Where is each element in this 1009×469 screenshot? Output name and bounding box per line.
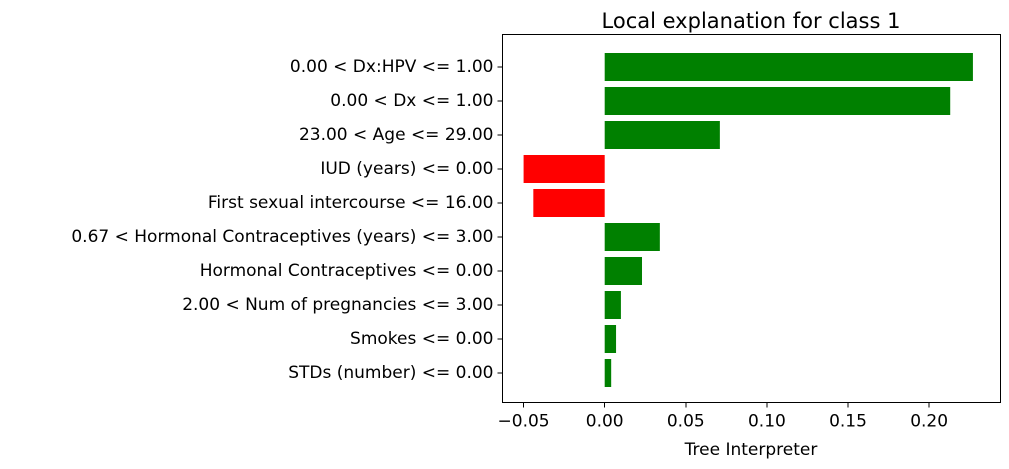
bar-8 [604, 325, 617, 353]
y-tick-label: 0.00 < Dx:HPV <= 1.00 [290, 57, 494, 77]
y-tick-label: STDs (number) <= 0.00 [288, 363, 493, 383]
y-tick-label: Hormonal Contraceptives <= 0.00 [200, 261, 494, 281]
bar-6 [604, 257, 643, 285]
y-tick-label: Smokes <= 0.00 [350, 329, 493, 349]
bar-1 [604, 87, 951, 115]
y-tick-label: 0.67 < Hormonal Contraceptives (years) <… [71, 227, 493, 247]
x-axis-label: Tree Interpreter [684, 440, 818, 460]
y-tick-label: 2.00 < Num of pregnancies <= 3.00 [182, 295, 493, 315]
y-tick-label: 0.00 < Dx <= 1.00 [330, 91, 493, 111]
y-tick-label: First sexual intercourse <= 16.00 [208, 193, 494, 213]
bar-9 [604, 359, 612, 387]
chart-title: Local explanation for class 1 [602, 9, 901, 33]
bar-3 [523, 155, 605, 183]
bar-2 [604, 121, 720, 149]
bar-0 [604, 53, 973, 81]
bar-4 [533, 189, 605, 217]
x-axis-ticks: −0.05 0.00 0.05 0.10 0.15 0.20 [498, 402, 948, 432]
bar-7 [604, 291, 621, 319]
x-tick-label: 0.15 [829, 412, 867, 432]
bars-group [523, 53, 973, 387]
x-tick-label: −0.05 [498, 412, 550, 432]
x-tick-label: 0.10 [748, 412, 786, 432]
y-tick-label: 23.00 < Age <= 29.00 [299, 125, 494, 145]
y-tick-label: IUD (years) <= 0.00 [320, 159, 493, 179]
x-tick-label: 0.00 [586, 412, 624, 432]
x-tick-label: 0.20 [910, 412, 948, 432]
bar-5 [604, 223, 660, 251]
axes-frame [502, 34, 1001, 403]
y-axis-ticks: 0.00 < Dx:HPV <= 1.00 0.00 < Dx <= 1.00 23… [71, 57, 503, 383]
x-tick-label: 0.05 [667, 412, 705, 432]
